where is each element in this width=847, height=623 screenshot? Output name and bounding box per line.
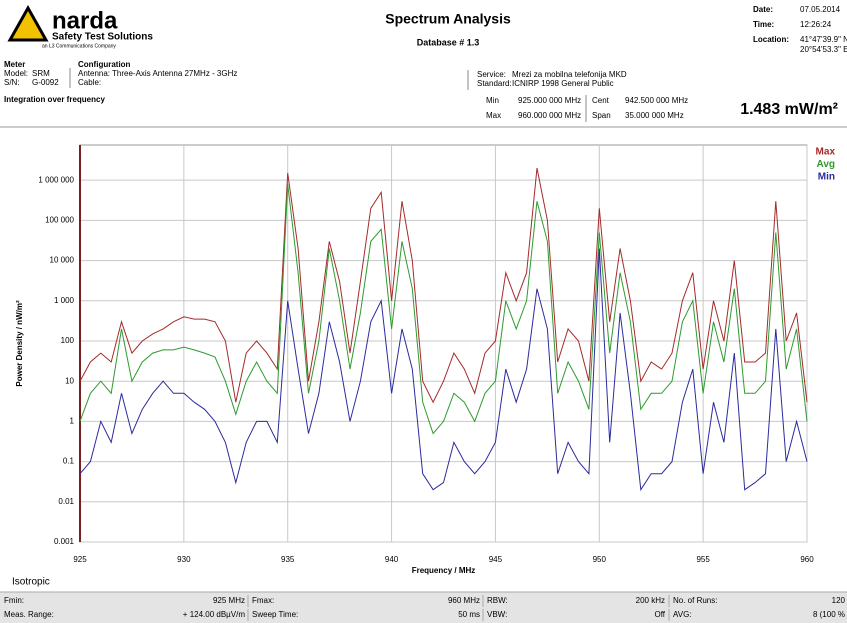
field-value: 942.500 000 MHz [625,96,688,105]
footer-label: Meas. Range: [4,610,54,619]
field-label: Service: [477,70,506,79]
field-label: Min [486,96,499,105]
footer-value: 925 MHz [213,596,245,605]
legend-entry: Max [816,147,836,158]
y-tick-label: 0.001 [54,537,75,546]
footer-label: VBW: [487,610,507,619]
plot-area [79,144,808,543]
x-tick-label: 935 [281,555,295,564]
field-value: Three-Axis Antenna 27MHz - 3GHz [112,69,237,78]
info-label: Location: [753,35,789,44]
y-tick-label: 1 000 [54,296,75,305]
field-label: S/N: [4,78,20,87]
footer-value: 200 kHz [636,596,665,605]
series-line [79,184,808,435]
legend-entry: Min [818,172,835,183]
footer-label: AVG: [673,610,692,619]
field-label: Cable: [78,78,101,87]
field-label: Cent [592,96,610,105]
y-tick-label: 10 000 [50,256,75,265]
info-value: 41°47'39.9" N [800,35,847,44]
info-label: Time: [753,20,774,29]
footer-label: RBW: [487,596,508,605]
y-tick-label: 0.01 [58,497,74,506]
x-tick-label: 930 [177,555,191,564]
footer-label: Sweep Time: [252,610,298,619]
field-value: SRM [32,69,50,78]
field-value: Mrezi za mobilna telefonija MKD [512,70,627,79]
field-value: 960.000 000 MHz [518,111,581,120]
field-value: 925.000 000 MHz [518,96,581,105]
title: Spectrum Analysis [385,11,511,27]
header-bg [0,0,847,127]
section-title: Configuration [78,60,131,69]
field-label: Antenna: [78,69,110,78]
field-label: Model: [4,69,28,78]
footer-label: Fmin: [4,596,24,605]
field-value: 35.000 000 MHz [625,111,684,120]
footer-value: 120 [832,596,846,605]
info-value: 07.05.2014 [800,5,841,14]
field-value: G-0092 [32,78,59,87]
logo-icon [7,4,49,42]
info-value: 20°54'53.3" E [800,45,847,54]
footer-label: No. of Runs: [673,596,717,605]
section-title: Meter [4,60,25,69]
y-tick-label: 0.1 [63,457,75,466]
footer-label: Fmax: [252,596,274,605]
footer-value: Off [654,610,665,619]
y-axis-title: Power Density / nW/m² [15,300,24,387]
footer-bg [0,592,847,623]
footer-value: 8 (100 % [813,610,845,619]
logo: narda [52,7,118,34]
y-tick-label: 100 000 [45,215,74,224]
field-value: ICNIRP 1998 General Public [512,79,614,88]
field-label: Standard: [477,79,512,88]
logo-company: an L3 Communications Company [42,43,116,49]
field-label: Max [486,111,501,120]
x-tick-label: 950 [593,555,607,564]
x-tick-label: 945 [489,555,503,564]
y-tick-label: 1 [70,417,75,426]
x-axis-title: Frequency / MHz [412,566,476,575]
footer-value: + 124.00 dBµV/m [183,610,246,619]
y-tick-label: 10 [65,376,74,385]
footer-value: 50 ms [458,610,480,619]
info-value: 12:26:24 [800,20,832,29]
logo-tagline: Safety Test Solutions [52,32,153,43]
x-tick-label: 940 [385,555,399,564]
integration-result: 1.483 mW/m² [740,101,838,118]
series-line [79,248,808,492]
y-tick-label: 1 000 000 [38,175,74,184]
x-tick-label: 955 [696,555,710,564]
footer-value: 960 MHz [448,596,480,605]
field-label: Span [592,111,611,120]
integration-title: Integration over frequency [4,95,105,104]
subtitle: Database # 1.3 [417,37,480,47]
series-line [79,168,808,404]
x-tick-label: 925 [73,555,87,564]
annotation: Isotropic [12,577,50,588]
info-label: Date: [753,5,773,14]
x-tick-label: 960 [800,555,814,564]
legend-entry: Avg [816,159,835,170]
y-tick-label: 100 [61,336,75,345]
